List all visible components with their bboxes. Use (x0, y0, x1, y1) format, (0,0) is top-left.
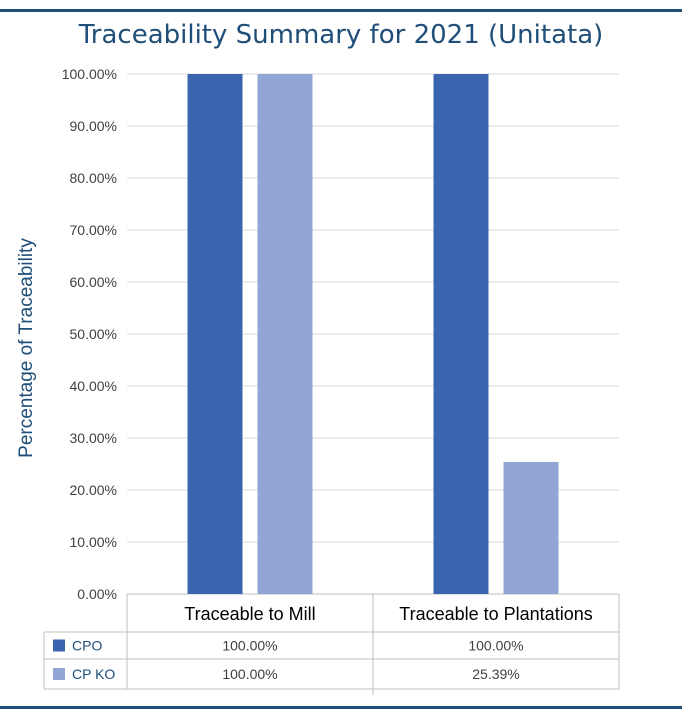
y-tick-label: 80.00% (70, 170, 117, 186)
bar-cp-ko-1 (257, 74, 313, 594)
bars (187, 74, 559, 594)
top-rule (0, 9, 682, 12)
chart-title: Traceability Summary for 2021 (Unitata) (78, 20, 604, 50)
y-tick-label: 70.00% (70, 222, 117, 238)
x-axis-labels: Traceable to Mill Traceable to Plantation… (184, 604, 592, 624)
data-label: 100.00% (468, 638, 523, 654)
data-label: 100.00% (222, 666, 277, 682)
y-axis-ticks: 0.00% 10.00% 20.00% 30.00% 40.00% 50.00% 60.00… (62, 66, 117, 602)
y-tick-label: 50.00% (70, 326, 117, 342)
bar-cp-ko-2 (503, 461, 559, 594)
y-tick-label: 60.00% (70, 274, 117, 290)
x-tick-label: Traceable to Mill (184, 604, 315, 624)
x-tick-label: Traceable to Plantations (399, 604, 592, 624)
bar-cpo-1 (187, 74, 243, 594)
y-tick-label: 0.00% (77, 586, 117, 602)
legend-key-cpo (53, 639, 65, 652)
legend-label: CP KO (72, 666, 115, 682)
legend-key-cp-ko (53, 668, 65, 680)
y-tick-label: 40.00% (70, 378, 117, 394)
y-tick-label: 10.00% (70, 534, 117, 550)
data-label: 100.00% (222, 638, 277, 654)
y-tick-label: 30.00% (70, 430, 117, 446)
bottom-rule (0, 706, 682, 709)
data-table: CPO 100.00% 100.00% CP KO 100.00% 25.39% (43, 594, 620, 695)
y-axis-label: Percentage of Traceability (16, 238, 37, 458)
y-tick-label: 20.00% (70, 482, 117, 498)
y-tick-label: 90.00% (70, 118, 117, 134)
bar-cpo-2 (433, 74, 489, 594)
data-label: 25.39% (472, 666, 519, 682)
legend-label: CPO (72, 638, 102, 654)
y-tick-label: 100.00% (62, 66, 117, 82)
